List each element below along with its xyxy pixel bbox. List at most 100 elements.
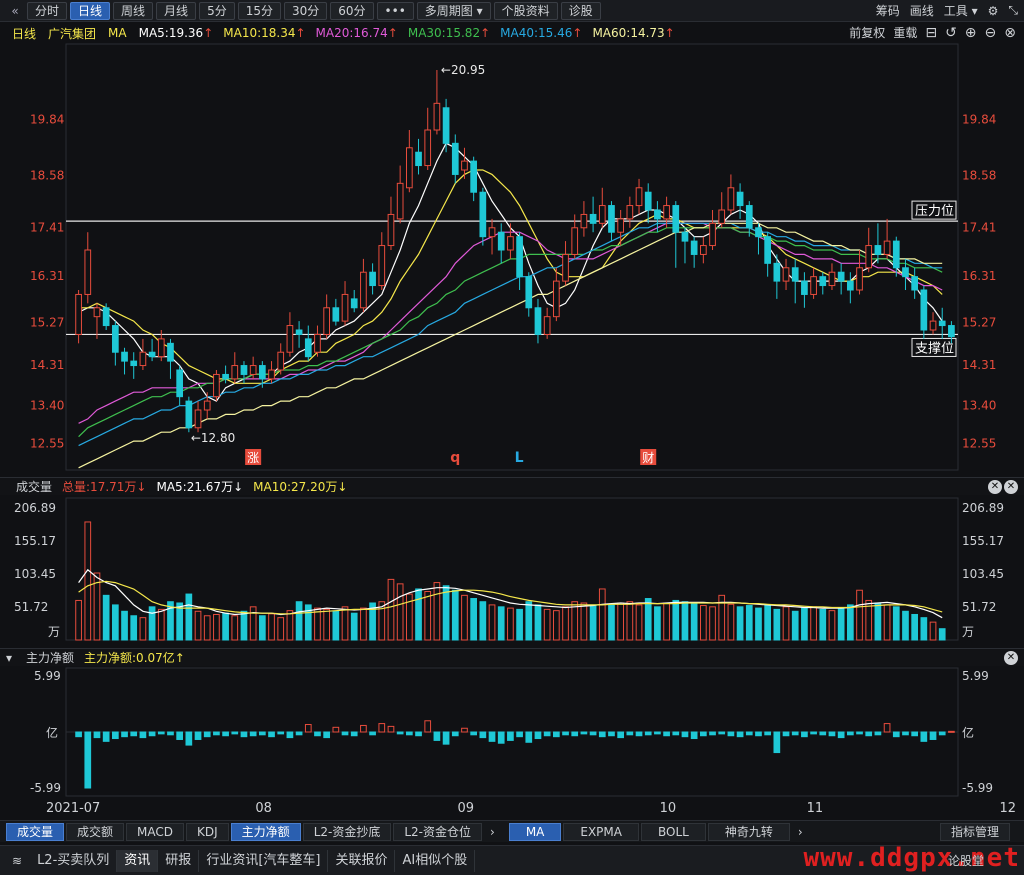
flow-bar[interactable] — [341, 731, 349, 736]
candle[interactable] — [663, 205, 670, 220]
flow-bar[interactable] — [801, 731, 808, 738]
candle[interactable] — [84, 249, 92, 295]
volume-bar[interactable] — [323, 608, 331, 641]
volume-bar[interactable] — [249, 606, 257, 641]
info-tab-1[interactable]: 资讯 — [117, 849, 159, 872]
candle[interactable] — [580, 213, 588, 229]
flow-bar[interactable] — [764, 731, 772, 736]
flow-bar[interactable] — [240, 731, 248, 738]
flow-bar[interactable] — [589, 731, 597, 736]
flow-bar[interactable] — [791, 731, 799, 736]
ma-tab-3[interactable]: 神奇九转 — [707, 822, 790, 841]
candle[interactable] — [571, 227, 579, 255]
period-tab-9[interactable]: 多周期图 ▾ — [416, 1, 491, 20]
flow-bar[interactable] — [727, 731, 735, 737]
flow-bar[interactable] — [396, 731, 404, 735]
candle[interactable] — [534, 307, 542, 335]
volume-bar[interactable] — [755, 607, 762, 641]
candle[interactable] — [801, 280, 808, 295]
event-marker[interactable]: q — [450, 450, 460, 466]
volume-bar[interactable] — [130, 615, 138, 641]
flow-bar[interactable] — [846, 731, 854, 736]
volume-bar[interactable] — [718, 594, 726, 641]
flow-bar[interactable] — [277, 731, 285, 735]
flow-collapse-icon[interactable]: ▾ — [6, 650, 13, 665]
period-tab-6[interactable]: 30分 — [283, 1, 328, 20]
volume-bar[interactable] — [681, 601, 689, 641]
volume-bar[interactable] — [782, 606, 790, 641]
collapse-left-icon[interactable]: « — [11, 3, 19, 18]
flow-bar[interactable] — [130, 731, 138, 737]
toolbar-chips-button[interactable]: 筹码 — [875, 4, 900, 18]
volume-bar[interactable] — [295, 601, 303, 641]
flow-bar[interactable] — [938, 731, 946, 736]
volume-bar[interactable] — [194, 610, 202, 641]
undo-icon[interactable]: ↺ — [945, 24, 957, 41]
candle[interactable] — [249, 365, 257, 375]
volume-bar[interactable] — [608, 603, 615, 641]
volume-bar[interactable] — [93, 572, 101, 641]
flow-bar[interactable] — [948, 730, 955, 733]
candle[interactable] — [286, 325, 294, 353]
flow-bar[interactable] — [111, 731, 119, 740]
candle[interactable] — [608, 205, 615, 233]
candle[interactable] — [167, 342, 174, 362]
volume-bar[interactable] — [810, 606, 817, 641]
indicator-tab-1[interactable]: 成交额 — [66, 822, 125, 841]
flow-bar[interactable] — [405, 731, 413, 736]
indicator-tab-2[interactable]: MACD — [126, 822, 185, 841]
volume-bar[interactable] — [663, 602, 670, 641]
candle[interactable] — [810, 276, 817, 295]
candle[interactable] — [938, 320, 946, 327]
candle[interactable] — [497, 231, 505, 251]
flow-bar[interactable] — [644, 731, 652, 736]
volume-bar[interactable] — [635, 604, 643, 641]
flow-bar[interactable] — [929, 731, 937, 740]
volume-bar[interactable] — [617, 602, 625, 641]
volume-bar[interactable] — [433, 582, 441, 641]
candle[interactable] — [479, 191, 487, 238]
flow-bar[interactable] — [543, 731, 551, 737]
volume-bar[interactable] — [442, 585, 450, 641]
candle[interactable] — [782, 267, 790, 282]
flow-bar[interactable] — [571, 731, 579, 737]
candle[interactable] — [690, 240, 698, 255]
candle[interactable] — [699, 245, 707, 255]
candle[interactable] — [213, 373, 220, 398]
candle[interactable] — [102, 307, 110, 327]
flow-bar[interactable] — [709, 731, 716, 736]
flow-bar[interactable] — [157, 731, 165, 735]
settings-icon[interactable]: ⚙ — [987, 3, 999, 18]
candle[interactable] — [718, 209, 726, 224]
volume-bar[interactable] — [258, 615, 266, 641]
candle[interactable] — [121, 351, 128, 362]
candle[interactable] — [865, 245, 873, 269]
flow-bar[interactable] — [350, 731, 358, 737]
flow-bar[interactable] — [562, 731, 569, 736]
period-tab-2[interactable]: 周线 — [113, 1, 154, 20]
candle[interactable] — [635, 187, 643, 207]
flow-bar[interactable] — [249, 731, 257, 737]
volume-bar[interactable] — [185, 593, 193, 641]
candle[interactable] — [470, 160, 478, 193]
candle[interactable] — [111, 325, 119, 353]
candle[interactable] — [415, 151, 422, 167]
ma-tab-2[interactable]: BOLL — [640, 822, 706, 841]
candle[interactable] — [387, 213, 395, 247]
candle[interactable] — [194, 409, 202, 429]
event-marker-box[interactable] — [640, 449, 657, 465]
volume-bar[interactable] — [911, 613, 919, 641]
flow-bar[interactable] — [617, 731, 625, 739]
candle[interactable] — [828, 271, 836, 287]
flow-bar[interactable] — [865, 731, 873, 737]
candle[interactable] — [525, 276, 533, 309]
volume-bar[interactable] — [350, 612, 358, 641]
volume-bar[interactable] — [598, 588, 606, 641]
volume-bar[interactable] — [709, 606, 716, 641]
candle[interactable] — [139, 351, 147, 367]
candle[interactable] — [874, 245, 882, 255]
candle[interactable] — [396, 182, 404, 220]
candle[interactable] — [451, 142, 459, 175]
volume-bar[interactable] — [341, 606, 349, 641]
candle[interactable] — [157, 338, 165, 358]
